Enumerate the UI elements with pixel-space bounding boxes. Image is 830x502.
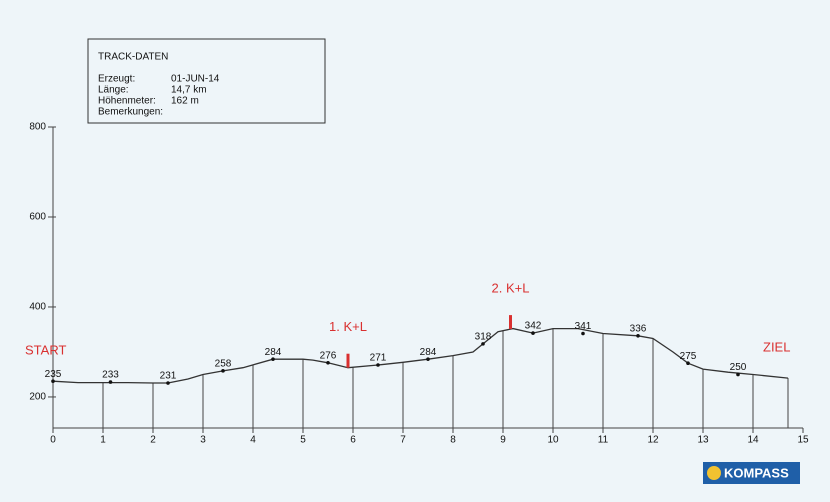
- x-tick-label: 13: [697, 435, 709, 446]
- info-label: Höhenmeter:: [98, 96, 156, 107]
- elevation-point: [531, 331, 535, 335]
- x-tick-label: 12: [647, 435, 659, 446]
- marker-label: 2. K+L: [492, 281, 530, 296]
- logo-icon: [707, 466, 721, 480]
- logo: KOMPASS: [703, 462, 800, 484]
- logo-box: [703, 462, 800, 484]
- elevation-point: [686, 361, 690, 366]
- info-box: TRACK-DATEN: [87, 38, 326, 124]
- elevation-point: [426, 357, 430, 361]
- point-label: 275: [680, 351, 697, 362]
- y-tick-label: 800: [29, 122, 46, 133]
- elevation-point: [581, 331, 585, 336]
- marker-label: 1. K+L: [329, 319, 367, 334]
- y-tick-label: 400: [29, 302, 46, 313]
- start-label: START: [25, 343, 66, 358]
- point-label: 271: [370, 353, 387, 364]
- elevation-point: [51, 379, 55, 384]
- point-label: 235: [45, 369, 62, 380]
- x-tick-label: 14: [747, 435, 759, 446]
- info-label: Erzeugt:: [98, 74, 135, 85]
- info-value: 14,7 km: [171, 85, 207, 96]
- elevation-point: [108, 380, 113, 384]
- point-label: 258: [215, 359, 232, 370]
- point-label: 336: [630, 323, 647, 334]
- info-value: 01-JUN-14: [171, 74, 220, 85]
- point-label: 231: [160, 371, 177, 382]
- y-tick-label: 600: [29, 212, 46, 223]
- x-tick-label: 1: [100, 435, 106, 446]
- elevation-point: [271, 357, 275, 361]
- x-tick-label: 3: [200, 435, 206, 446]
- x-tick-label: 6: [350, 435, 356, 446]
- point-label: 342: [525, 321, 542, 332]
- point-label: 284: [420, 347, 437, 358]
- x-tick-label: 7: [400, 435, 406, 446]
- x-tick-label: 15: [797, 435, 809, 446]
- point-label: 276: [320, 350, 337, 361]
- elevation-point: [221, 369, 225, 373]
- elevation-point: [326, 360, 330, 365]
- point-label: 250: [730, 362, 747, 373]
- x-tick-label: 2: [150, 435, 156, 446]
- elevation-point: [636, 333, 640, 338]
- elevation-point: [376, 363, 380, 367]
- elevation-point: [736, 372, 740, 377]
- y-tick-label: 200: [29, 392, 46, 403]
- info-label: Länge:: [98, 85, 129, 96]
- logo-text: KOMPASS: [724, 465, 789, 480]
- x-tick-label: 5: [300, 435, 306, 446]
- point-label: 318: [475, 332, 492, 343]
- x-tick-label: 8: [450, 435, 456, 446]
- x-tick-label: 4: [250, 435, 256, 446]
- elevation-point: [481, 342, 485, 346]
- point-label: 341: [575, 321, 592, 332]
- end-label: ZIEL: [763, 339, 790, 354]
- x-tick-label: 11: [598, 435, 609, 446]
- info-title: TRACK-DATEN: [98, 52, 168, 63]
- info-label: Bemerkungen:: [98, 107, 163, 118]
- info-value: 162 m: [171, 96, 199, 107]
- x-tick-label: 0: [50, 435, 56, 446]
- x-tick-label: 10: [547, 435, 559, 446]
- point-label: 284: [265, 347, 282, 358]
- elevation-point: [166, 381, 170, 385]
- info-frame: [87, 38, 326, 124]
- point-label: 233: [102, 370, 119, 381]
- x-tick-label: 9: [500, 435, 506, 446]
